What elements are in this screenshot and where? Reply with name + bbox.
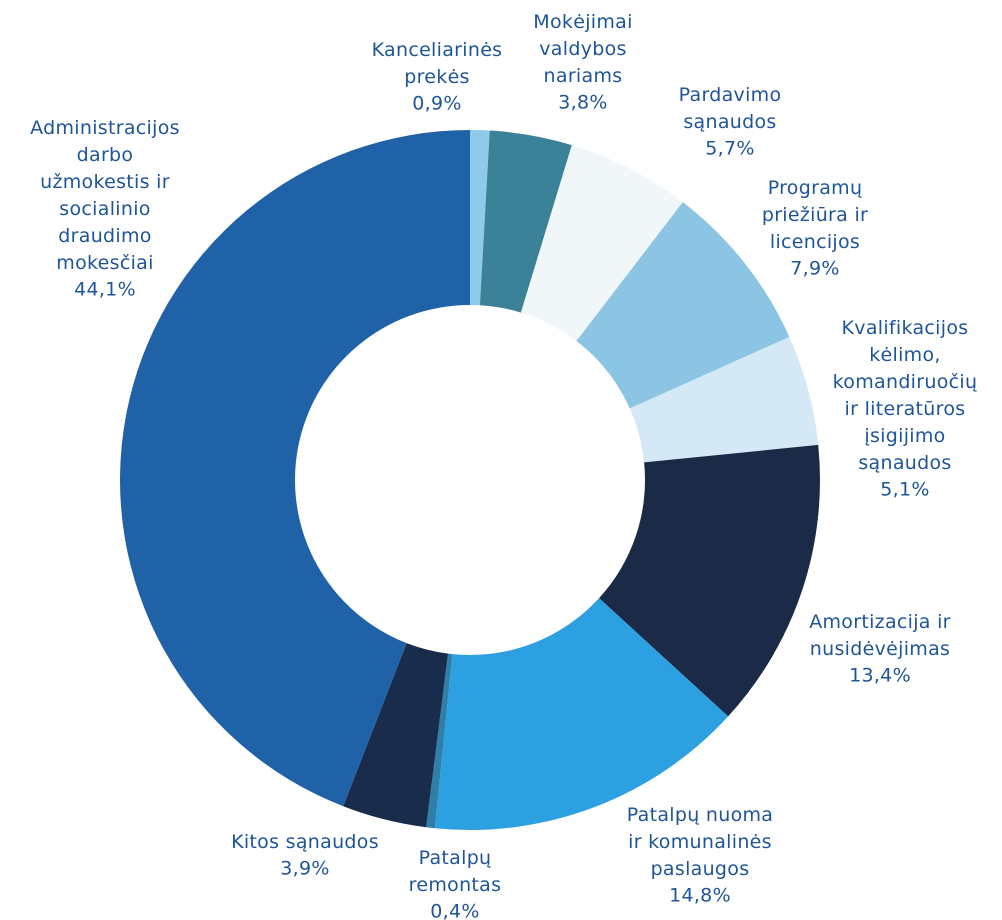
slice-label: Patalpų remontas (409, 847, 502, 896)
slice-label: Administracijos darbo užmokestis ir sociali… (30, 117, 180, 274)
donut-slice (470, 130, 490, 306)
donut-slice (426, 653, 453, 829)
value-label: 0,4% (430, 901, 479, 920)
value-label: 5,1% (880, 479, 929, 501)
donut-slice (343, 643, 449, 828)
value-label: 44,1% (74, 279, 136, 301)
donut-slice (629, 336, 819, 463)
slice-label: Patalpų nuoma ir komunalinės paslaugos (627, 804, 774, 880)
donut-slice (576, 202, 790, 409)
slice-label: Kanceliarinės prekės (372, 39, 503, 88)
slice-label: Mokėjimai valdybos nariams (533, 11, 632, 87)
donut-slice (434, 598, 729, 830)
value-label: 0,9% (412, 93, 461, 115)
donut-slice (520, 145, 683, 342)
value-label: 14,8% (669, 885, 731, 907)
value-label: 3,9% (280, 858, 329, 880)
value-label: 3,8% (558, 92, 607, 114)
slice-label: Kvalifikacijos kėlimo, komandiruočių ir lit… (833, 317, 978, 474)
slice-label: Kitos sąnaudos (231, 831, 379, 853)
value-label: 7,9% (790, 258, 839, 280)
donut-slice (599, 444, 820, 717)
donut-slice (120, 130, 471, 807)
slice-label: Programų priežiūra ir licencijos (762, 177, 868, 253)
value-label: 13,4% (849, 665, 911, 687)
slice-label: Pardavimo sąnaudos (679, 84, 782, 133)
slice-label: Amortizacija ir nusidėvėjimas (809, 611, 951, 660)
donut-slice (479, 130, 572, 313)
value-label: 5,7% (705, 138, 754, 160)
